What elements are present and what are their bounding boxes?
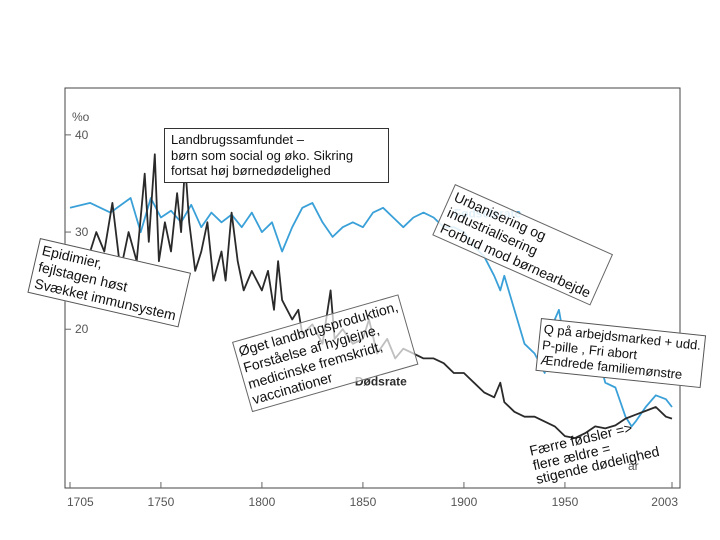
- annotation-line: fortsat høj børnedødelighed: [171, 163, 331, 179]
- x-tick-label: 1705: [67, 495, 94, 509]
- y-axis-label: %o: [72, 110, 90, 124]
- annotation-line: Landbrugssamfundet –: [171, 132, 304, 147]
- x-tick-label: 1900: [451, 495, 478, 509]
- x-tick-label: 1800: [249, 495, 276, 509]
- x-ticks: 1705 1750 1800 1850 1900 1950 2003: [67, 482, 678, 509]
- annotation-landbrugssamfundet: Landbrugssamfundet – børn som social og …: [164, 128, 389, 183]
- x-tick-label: 1750: [148, 495, 175, 509]
- x-tick-label: 1950: [552, 495, 579, 509]
- y-ticks: 40 30 20: [65, 128, 89, 336]
- y-tick-label: 20: [75, 322, 89, 336]
- y-tick-label: 40: [75, 128, 89, 142]
- y-tick-label: 30: [75, 225, 89, 239]
- annotation-line: børn som social og øko. Sikring: [171, 147, 354, 163]
- x-tick-label: 1850: [350, 495, 377, 509]
- x-axis-year-label: år: [628, 459, 639, 473]
- x-tick-label: 2003: [651, 495, 678, 509]
